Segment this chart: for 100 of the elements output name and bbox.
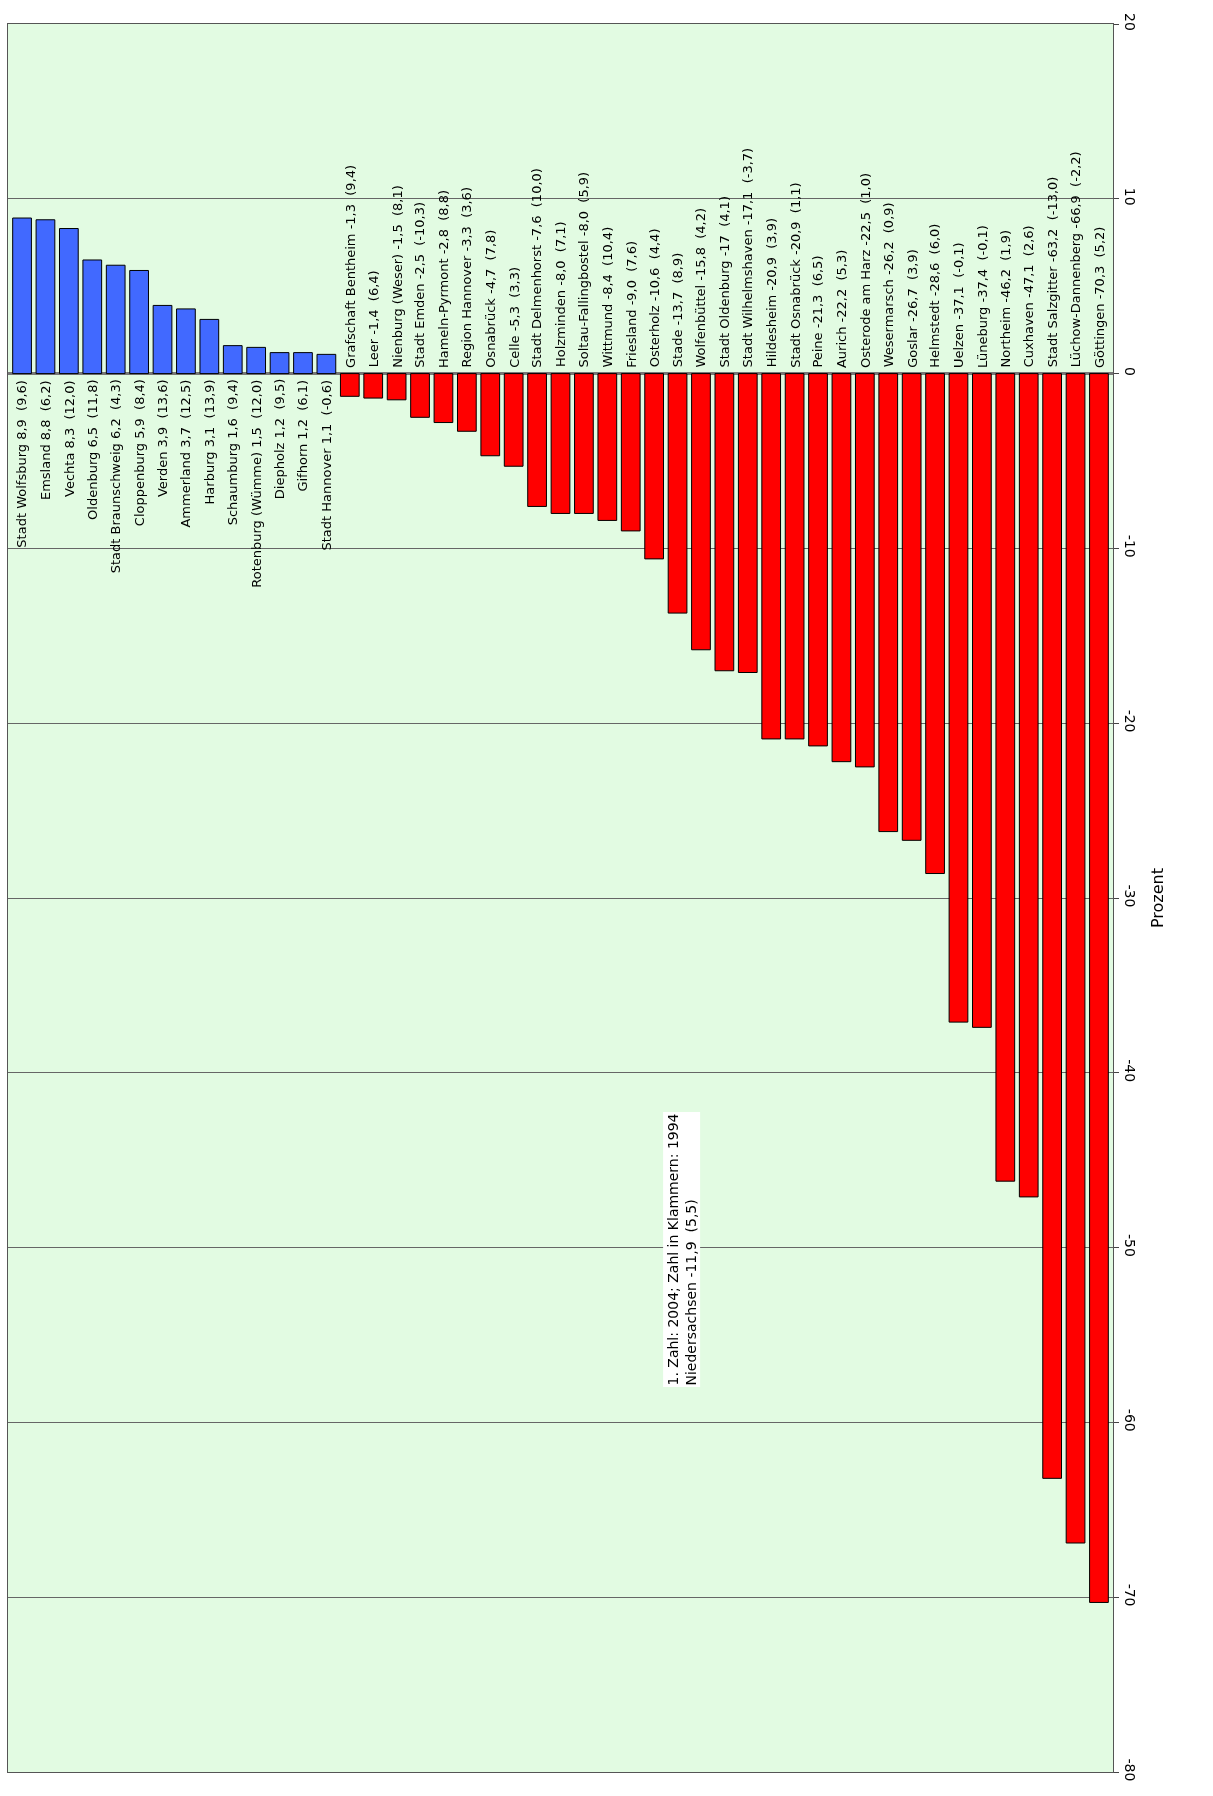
bar: [597, 373, 618, 521]
y-tick-label: -40: [1121, 1059, 1138, 1083]
x-tick-label: Stadt Wilhelmshaven -17,1 (-3,7): [740, 147, 756, 368]
x-tick-label: Diepholz 1,2 (9,5): [271, 378, 287, 500]
x-tick-label: Grafschaft Bentheim -1,3 (9,4): [342, 164, 358, 368]
bar: [433, 373, 454, 424]
x-tick-label: Friesland -9,0 (7,6): [623, 240, 639, 368]
bar: [503, 373, 524, 467]
x-tick-label: Harburg 3,1 (13,9): [202, 379, 218, 505]
bar: [59, 228, 79, 375]
x-tick-label: Stadt Emden -2,5 (-10,3): [412, 201, 428, 368]
bar: [948, 373, 969, 1023]
x-tick-label: Hildesheim -20,9 (3,9): [764, 217, 780, 368]
bar: [995, 373, 1016, 1182]
x-tick-label: Nienburg (Weser) -1,5 (8,1): [389, 185, 405, 368]
x-tick-label: Stadt Salzgitter -63,2 (-13,0): [1045, 176, 1061, 368]
bar: [293, 352, 313, 375]
x-tick-label: Stadt Osnabrück -20,9 (1,1): [787, 182, 803, 368]
x-tick-label: Osterholz -10,6 (4,4): [647, 228, 663, 368]
x-tick-label: Leer -1,4 (6,4): [366, 270, 382, 368]
x-tick-label: Goslar -26,7 (3,9): [904, 249, 920, 368]
x-tick-label: Stadt Delmenhorst -7,6 (10,0): [529, 168, 545, 368]
bar: [901, 373, 922, 841]
x-tick-label: Ammerland 3,7 (12,5): [178, 379, 194, 528]
x-tick-label: Emsland 8,8 (6,2): [37, 380, 53, 501]
bar: [339, 373, 360, 397]
bar: [667, 373, 688, 614]
x-tick-label: Schaumburg 1,6 (9,4): [225, 379, 241, 526]
bar: [714, 373, 735, 672]
bar: [386, 373, 407, 401]
x-tick-label: Stadt Hannover 1,1 (-0,6): [319, 379, 335, 551]
bar: [644, 373, 665, 560]
bar: [12, 217, 32, 375]
bar: [878, 373, 899, 833]
x-tick-label: Stade -13,7 (8,9): [669, 252, 685, 368]
bar: [363, 373, 384, 399]
y-tick-label: 0: [1121, 367, 1138, 376]
bar: [972, 373, 992, 1028]
bar: [1018, 373, 1039, 1198]
x-tick-label: Lüneburg -37,4 (-0,1): [974, 225, 990, 368]
bar: [527, 373, 547, 507]
bar: [1089, 373, 1109, 1603]
x-tick-label: Wesermarsch -26,2 (0,9): [881, 202, 897, 368]
bar: [176, 308, 196, 375]
bar: [691, 373, 711, 651]
bar: [925, 373, 945, 875]
bar: [761, 373, 782, 740]
x-tick-label: Region Hannover -3,3 (3,6): [459, 187, 475, 368]
bar: [1065, 373, 1086, 1544]
bar: [620, 373, 641, 532]
x-tick-label: Cuxhaven -47,1 (2,6): [1021, 225, 1037, 368]
x-tick-label: Gifhorn 1,2 (6,1): [295, 379, 311, 492]
bar: [199, 318, 220, 375]
x-tick-label: Helmstedt -28,6 (6,0): [927, 223, 943, 368]
annotation: 1. Zahl: 2004; Zahl in Klammern: 1994 Niedersachsen -11,9 (5,5): [664, 1113, 699, 1386]
bar: [1042, 373, 1062, 1479]
bar: [854, 373, 875, 768]
x-tick-label: Osnabrück -4,7 (7,8): [482, 229, 498, 368]
x-tick-label: Northeim -46,2 (1,9): [998, 229, 1014, 368]
x-tick-label: Uelzen -37,1 (-0,1): [950, 242, 966, 369]
bar: [737, 373, 758, 674]
bar: [456, 373, 477, 432]
x-tick-label: Oldenburg 6,5 (11,8): [84, 379, 100, 520]
y-tick-label: -60: [1121, 1408, 1138, 1432]
y-axis-title: Prozent: [1148, 867, 1168, 929]
bar: [784, 373, 805, 740]
y-tick-label: 20: [1121, 12, 1138, 31]
y-tick-label: -10: [1121, 534, 1138, 558]
bar: [35, 219, 56, 375]
x-tick-label: Göttingen -70,3 (5,2): [1091, 226, 1107, 369]
x-tick-label: Soltau-Fallingbostel -8,0 (5,9): [576, 171, 592, 368]
bar: [316, 353, 337, 375]
x-tick-label: Holzminden -8,0 (7,1): [552, 221, 568, 368]
bar: [808, 373, 828, 747]
x-tick-label: Peine -21,3 (6,5): [810, 255, 826, 368]
x-tick-label: Osterode am Harz -22,5 (1,0): [857, 172, 873, 368]
bar: [831, 373, 852, 763]
x-tick-label: Stadt Braunschweig 6,2 (4,3): [108, 379, 124, 574]
x-tick-label: Lüchow-Dannenberg -66,9 (-2,2): [1067, 151, 1083, 368]
x-tick-label: Verden 3,9 (13,6): [154, 379, 170, 498]
bar: [222, 345, 243, 375]
x-tick-label: Celle -5,3 (3,3): [506, 266, 522, 368]
bar: [82, 259, 103, 375]
x-tick-label: Cloppenburg 5,9 (8,4): [132, 379, 147, 527]
bar: [246, 346, 267, 375]
y-tick-label: -80: [1121, 1758, 1138, 1782]
x-tick-label: Rotenburg (Wümme) 1,5 (12,0): [248, 379, 264, 588]
x-tick-label: Wolfenbüttel -15,8 (4,2): [693, 207, 709, 368]
y-tick-label: -50: [1121, 1234, 1138, 1257]
bar: [105, 264, 126, 375]
bar: [129, 269, 149, 375]
bar: [480, 373, 501, 457]
x-tick-label: Aurich -22,2 (5,3): [833, 249, 849, 369]
bar: [550, 373, 571, 514]
bar: [269, 352, 290, 375]
bar: [410, 373, 430, 418]
x-tick-label: Stadt Wolfsburg 8,9 (9,6): [14, 380, 30, 548]
x-tick-label: Hameln-Pyrmont -2,8 (8,8): [435, 189, 451, 369]
x-tick-label: Wittmund -8,4 (10,4): [600, 226, 616, 368]
bar: [574, 373, 594, 514]
